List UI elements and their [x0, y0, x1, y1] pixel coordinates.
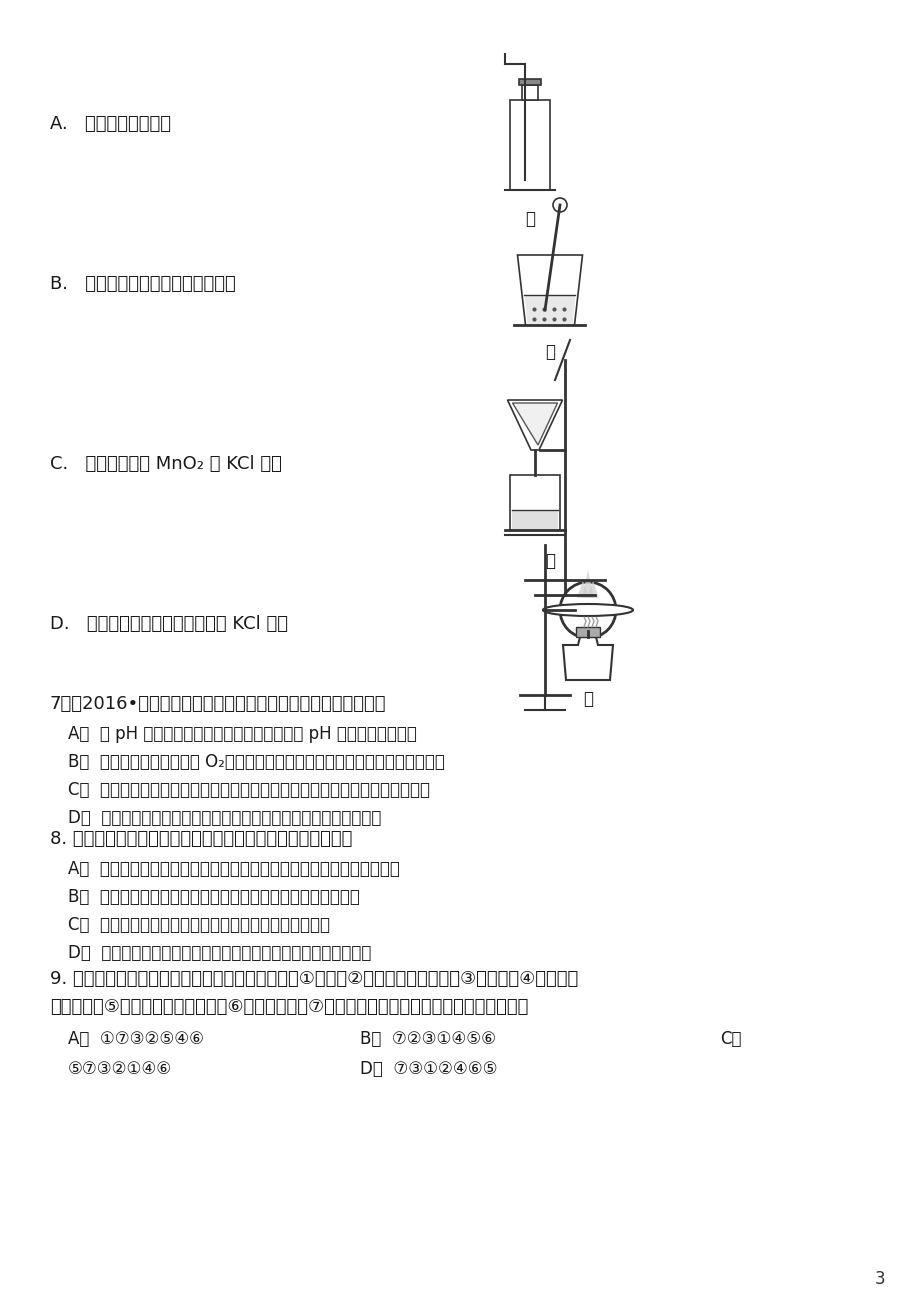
Text: D．  在粗盐提纯实验中，蒸发溶剂时，待水全部蒸干后，再停止加热: D． 在粗盐提纯实验中，蒸发溶剂时，待水全部蒸干后，再停止加热: [68, 809, 381, 827]
Text: 9. 实验室用高锰酸钾制取氧气时有如下操作步骤：①加热，②检查装置的气密性，③装药品，④用排水集: 9. 实验室用高锰酸钾制取氧气时有如下操作步骤：①加热，②检查装置的气密性，③装…: [50, 970, 578, 988]
Ellipse shape: [542, 604, 632, 616]
Bar: [512, 510, 558, 530]
Text: C．  分子是构成物质的微粒，因此物质都是由分子构成的: C． 分子是构成物质的微粒，因此物质都是由分子构成的: [68, 917, 330, 934]
Text: C．: C．: [720, 1030, 741, 1048]
Text: 8. 推理是一种重要的学习方法，下列推理中正确的是（　　）: 8. 推理是一种重要的学习方法，下列推理中正确的是（ ）: [50, 829, 352, 848]
Bar: [521, 85, 538, 100]
Text: A．  用 pH 试纸测得未知溶液的酸碱度时，应将 pH 试纸预先用水湿润: A． 用 pH 试纸测得未知溶液的酸碱度时，应将 pH 试纸预先用水湿润: [68, 725, 416, 743]
Text: 乙: 乙: [544, 342, 554, 361]
Text: A．  ①⑦③②⑤④⑥: A． ①⑦③②⑤④⑥: [68, 1030, 204, 1048]
Text: 7．（2016•应城市一模）下列有关实验的叙述正确的是（　　）: 7．（2016•应城市一模）下列有关实验的叙述正确的是（ ）: [50, 695, 386, 713]
Polygon shape: [562, 637, 612, 680]
Polygon shape: [507, 400, 562, 450]
Polygon shape: [586, 579, 598, 598]
Bar: [518, 79, 540, 85]
Bar: [575, 628, 599, 637]
Polygon shape: [516, 255, 582, 326]
Polygon shape: [512, 404, 557, 445]
Text: C．  稀释浓硫酸时，要把浓硫酸缓慢注入盛有水的烧杯中，并用玻璃棒不断搅拌: C． 稀释浓硫酸时，要把浓硫酸缓慢注入盛有水的烧杯中，并用玻璃棒不断搅拌: [68, 781, 429, 799]
Polygon shape: [582, 570, 594, 598]
Polygon shape: [576, 579, 588, 598]
Circle shape: [552, 198, 566, 212]
Text: A.   用装置甲收集氧气: A. 用装置甲收集氧气: [50, 115, 171, 133]
Text: D．  氧化物中含有氧元素，因此含有氧元素的化合物一定是氧化物: D． 氧化物中含有氧元素，因此含有氧元素的化合物一定是氧化物: [68, 944, 371, 962]
Text: D.   用装置丁蒸干分离后的溶液得 KCl 晶体: D. 用装置丁蒸干分离后的溶液得 KCl 晶体: [50, 615, 288, 633]
Text: B．  中和反应一定有盐生成，则有盐生成的反应一定是中和反应: B． 中和反应一定有盐生成，则有盐生成的反应一定是中和反应: [68, 888, 359, 906]
Text: 甲: 甲: [525, 210, 535, 228]
Text: D．  ⑦③①②④⑥⑤: D． ⑦③①②④⑥⑤: [359, 1060, 497, 1078]
Bar: [509, 475, 560, 530]
Text: C.   用装置丙分离 MnO₂ 和 KCl 溶液: C. 用装置丙分离 MnO₂ 和 KCl 溶液: [50, 454, 281, 473]
Text: B．  ⑦②③①④⑤⑥: B． ⑦②③①④⑤⑥: [359, 1030, 495, 1048]
Text: 丁: 丁: [583, 690, 593, 708]
Polygon shape: [524, 296, 575, 326]
Text: 丙: 丙: [544, 552, 554, 570]
Text: 气法收集，⑤从水槽中取出导气管，⑥熄灭酒精灯，⑦连接仪器。其中操作顺序正确的是（　　）: 气法收集，⑤从水槽中取出导气管，⑥熄灭酒精灯，⑦连接仪器。其中操作顺序正确的是（…: [50, 999, 528, 1016]
Bar: [509, 100, 550, 190]
Text: 3: 3: [874, 1269, 884, 1288]
Text: A．  单质是由一种元素组成的，因此由一种元素组成的纯净物一定是单质: A． 单质是由一种元素组成的，因此由一种元素组成的纯净物一定是单质: [68, 861, 400, 878]
Text: B.   用装置乙溶解完全反应后的固体: B. 用装置乙溶解完全反应后的固体: [50, 275, 235, 293]
Text: B．  实验室用高锰酸钾制取 O₂，在实验结束时应先停止加热，再将导管移出水面: B． 实验室用高锰酸钾制取 O₂，在实验结束时应先停止加热，再将导管移出水面: [68, 753, 445, 771]
Text: ⑤⑦③②①④⑥: ⑤⑦③②①④⑥: [68, 1060, 172, 1078]
